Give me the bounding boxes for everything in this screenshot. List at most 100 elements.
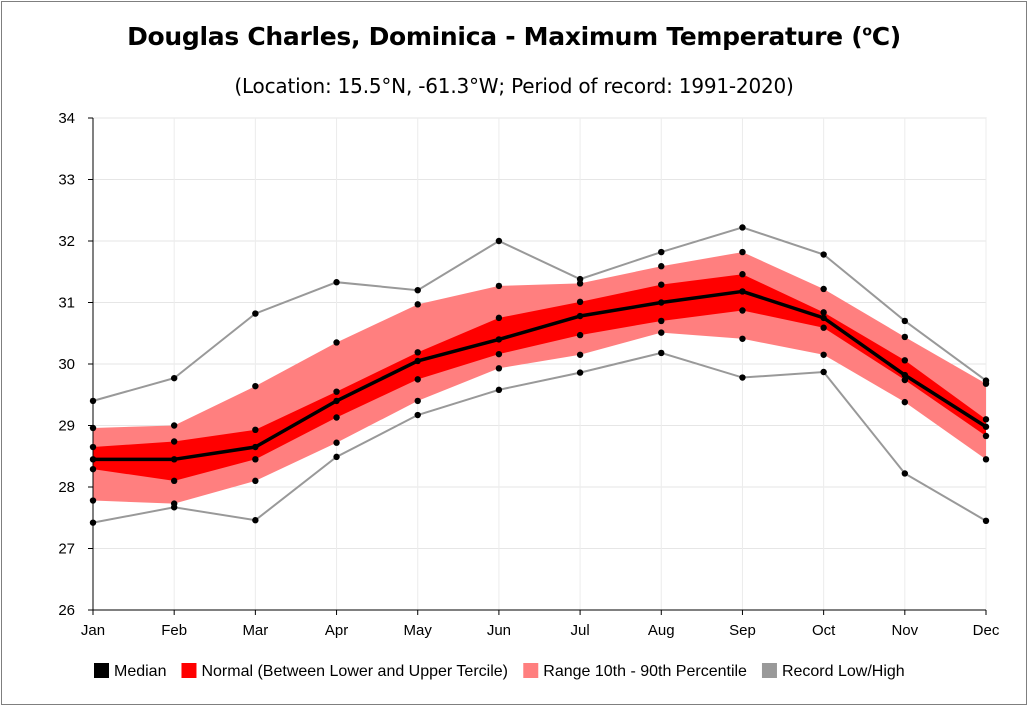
median-point-may [414, 357, 421, 365]
record-low-point-oct [820, 368, 827, 376]
y-tick-label-27: 27 [58, 541, 75, 558]
record-low-point-may [414, 411, 421, 419]
legend-swatch-normal-between-lower-and-upper-tercile [181, 663, 197, 678]
median-point-oct [820, 314, 827, 322]
x-tick-label-may: May [404, 622, 433, 639]
p90-point-oct [820, 285, 827, 293]
x-tick-label-sep: Sep [729, 622, 756, 639]
p90-point-jun [495, 282, 503, 290]
line-layer [92, 226, 987, 524]
median-point-jun [495, 336, 503, 343]
lower-tercile-point-apr [333, 414, 340, 421]
legend-swatch-median [94, 663, 109, 678]
lower-tercile-point-may [414, 376, 421, 383]
x-tick-label-aug: Aug [648, 622, 675, 639]
lower-tercile-point-dec [982, 432, 990, 440]
record-high-point-nov [901, 317, 909, 325]
p90-point-may [414, 301, 421, 308]
p90-point-apr [333, 339, 340, 346]
legend-label-range-10th-90th-percentile: Range 10th - 90th Percentile [543, 663, 747, 680]
upper-tercile-point-oct [820, 309, 827, 316]
p10-point-may [414, 397, 421, 405]
record-low-point-aug [658, 349, 665, 357]
y-tick-label-33: 33 [58, 172, 75, 189]
tercile-normal-band [93, 274, 986, 481]
legend-label-normal-between-lower-and-upper-tercile: Normal (Between Lower and Upper Tercile) [201, 663, 508, 680]
x-tick-label-nov: Nov [891, 622, 918, 639]
record-low-point-mar [252, 517, 259, 524]
median-point-aug [658, 299, 665, 306]
upper-tercile-point-jul [576, 298, 584, 306]
median-point-dec [982, 423, 990, 430]
record-high-point-mar [252, 310, 259, 317]
p10-point-feb [170, 500, 178, 507]
p10-point-oct [820, 351, 827, 358]
p90-point-mar [252, 382, 259, 390]
legend-swatch-record-low-high [761, 663, 777, 678]
axis-layer: 26 27 28 29 30 31 32 33 34 Jan Feb Mar Apr May Jun Jul A… [58, 110, 1000, 639]
upper-tercile-point-sep [739, 271, 746, 278]
record-high-point-sep [739, 224, 746, 231]
p10-point-dec [982, 456, 990, 463]
median-point-jul [576, 312, 584, 320]
record-low-point-sep [739, 374, 746, 381]
legend-swatch-range-10th-90th-percentile [523, 663, 539, 678]
x-tick-label-jul: Jul [570, 622, 589, 639]
upper-tercile-point-apr [333, 388, 340, 395]
lower-tercile-point-oct [820, 324, 827, 331]
p10-point-apr [333, 439, 340, 446]
chart-subtitle: (Location: 15.5°N, -61.3°W; Period of re… [234, 74, 794, 98]
record-low-point-dec [982, 517, 990, 525]
legend-label-median: Median [114, 663, 166, 680]
dot-layer [89, 224, 990, 526]
chart-title: Douglas Charles, Dominica - Maximum Temp… [127, 22, 901, 51]
record-high-point-jun [495, 237, 503, 245]
band-layer [93, 252, 986, 504]
median-point-nov [901, 371, 909, 379]
x-tick-label-jan: Jan [81, 622, 105, 639]
record-high-point-feb [170, 374, 178, 382]
record-high-line [92, 226, 987, 402]
x-tick-label-apr: Apr [325, 622, 348, 639]
record-high-point-oct [820, 251, 827, 258]
median-point-sep [739, 288, 746, 295]
y-tick-label-32: 32 [58, 233, 75, 250]
p10-point-jun [495, 365, 503, 372]
median-point-feb [170, 456, 178, 463]
upper-tercile-point-dec [982, 416, 990, 423]
y-tick-label-26: 26 [58, 602, 75, 619]
p10-point-nov [901, 398, 909, 406]
legend-label-record-low-high: Record Low/High [782, 663, 905, 680]
record-low-point-jun [495, 386, 503, 394]
x-tick-label-feb: Feb [161, 622, 187, 639]
lower-tercile-point-jul [576, 331, 584, 339]
p90-point-jul [576, 280, 584, 287]
p90-point-feb [170, 422, 178, 429]
lower-tercile-point-sep [739, 307, 746, 314]
x-tick-label-dec: Dec [973, 622, 1000, 639]
y-tick-label-34: 34 [58, 110, 75, 127]
p10-point-mar [252, 477, 259, 485]
upper-tercile-point-nov [901, 357, 909, 364]
upper-tercile-point-mar [252, 426, 259, 434]
upper-tercile-point-feb [170, 438, 178, 445]
record-low-point-apr [333, 453, 340, 461]
y-tick-label-30: 30 [58, 356, 75, 373]
record-high-point-apr [333, 279, 340, 286]
p90-point-aug [658, 263, 665, 270]
record-low-line [92, 351, 987, 524]
upper-tercile-point-aug [658, 281, 665, 288]
median-point-apr [333, 397, 340, 405]
p90-point-dec [982, 380, 990, 387]
x-tick-label-oct: Oct [812, 622, 836, 639]
y-tick-label-31: 31 [58, 295, 75, 312]
lower-tercile-point-mar [252, 456, 259, 463]
p10-point-jul [576, 351, 584, 358]
upper-tercile-point-may [414, 349, 421, 356]
x-tick-label-mar: Mar [242, 622, 268, 639]
y-tick-label-28: 28 [58, 479, 75, 496]
p10-point-sep [739, 335, 746, 342]
lower-tercile-point-aug [658, 317, 665, 325]
y-tick-label-29: 29 [58, 418, 75, 435]
record-high-point-may [414, 287, 421, 294]
